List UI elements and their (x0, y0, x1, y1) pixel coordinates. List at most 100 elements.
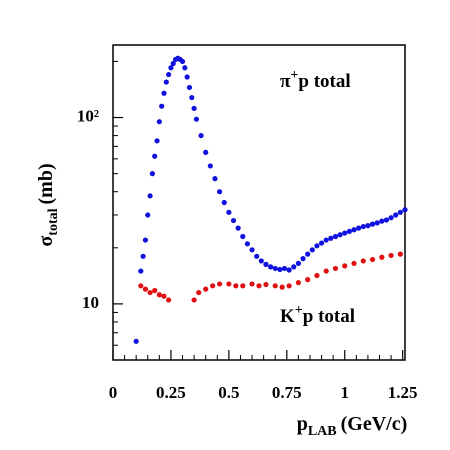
data-point (286, 267, 292, 273)
data-point (286, 283, 292, 289)
data-point (142, 237, 149, 243)
data-point (291, 264, 297, 270)
data-point (279, 284, 285, 290)
data-point (254, 253, 260, 259)
data-point (193, 116, 200, 122)
data-point (184, 74, 190, 80)
x-tick-label: 0 (109, 383, 118, 402)
data-point (356, 225, 362, 231)
data-point (351, 260, 357, 266)
data-point (305, 277, 311, 283)
data-point (342, 230, 348, 236)
annotation-part: K (280, 306, 295, 327)
data-point (263, 281, 269, 288)
data-point (191, 297, 197, 303)
data-point (142, 286, 149, 292)
data-point (318, 240, 325, 246)
data-point (314, 272, 320, 279)
data-point (179, 58, 186, 65)
data-point (309, 247, 315, 253)
data-point (342, 263, 348, 269)
data-point (170, 60, 176, 67)
data-point (138, 268, 144, 274)
data-point (402, 207, 408, 213)
data-point (196, 289, 202, 296)
data-point (159, 103, 165, 109)
data-point (154, 138, 160, 144)
data-point (168, 65, 174, 71)
data-point (397, 251, 403, 257)
data-point (295, 280, 301, 286)
data-point (145, 212, 151, 218)
x-axis-label: pLAB (GeV/c) (297, 413, 408, 439)
data-point (337, 232, 343, 238)
x-label-unit: (GeV/c) (341, 413, 408, 435)
data-point (226, 281, 232, 287)
data-point (233, 283, 239, 289)
data-point (240, 283, 246, 289)
data-point (152, 287, 158, 294)
data-point (156, 119, 162, 125)
data-point (149, 171, 155, 177)
data-point (314, 243, 320, 249)
data-point (226, 209, 232, 215)
data-point (369, 221, 376, 227)
data-point (281, 265, 288, 272)
data-point (147, 289, 153, 296)
y-axis-label: σtotal (mb) (35, 163, 61, 246)
data-point (360, 223, 366, 230)
y-label-symbol: σ (35, 236, 57, 247)
data-point (166, 297, 172, 303)
data-point (374, 220, 380, 226)
data-point (249, 247, 255, 253)
data-point (388, 215, 394, 221)
x-tick-label: 1 (340, 383, 349, 402)
data-point (212, 176, 218, 182)
data-point (203, 286, 209, 292)
data-point (221, 199, 227, 206)
data-point (156, 292, 162, 298)
data-point (191, 105, 197, 111)
data-point (217, 281, 223, 287)
data-point (138, 283, 144, 289)
x-tick-label: 1.25 (388, 383, 418, 402)
x-tick-label: 0.25 (156, 383, 186, 402)
x-label-subscript: LAB (308, 424, 337, 439)
data-point (332, 265, 339, 272)
annotation-part: p total (298, 71, 350, 92)
data-point (140, 253, 146, 259)
data-point (305, 251, 311, 257)
data-point (388, 252, 394, 259)
data-point (323, 268, 329, 274)
data-point (240, 233, 246, 240)
data-point (383, 217, 390, 223)
data-point (365, 223, 371, 229)
data-point (300, 256, 306, 262)
data-point (210, 283, 216, 289)
x-tick-label: 0.5 (218, 383, 239, 402)
data-point (217, 189, 223, 195)
data-point (161, 293, 167, 299)
data-point (295, 260, 301, 266)
data-point (163, 79, 169, 85)
data-point (186, 84, 193, 91)
data-point (203, 149, 209, 155)
annotation-part: π (280, 71, 291, 92)
annotation-part: p total (303, 306, 355, 327)
data-point (272, 265, 278, 272)
data-point (189, 94, 195, 101)
data-point (244, 241, 251, 247)
y-label-subscript: total (46, 208, 61, 235)
data-point (249, 281, 255, 287)
data-point (369, 256, 376, 263)
data-point (263, 261, 269, 267)
data-point (397, 209, 403, 215)
data-point (182, 65, 188, 71)
data-point (256, 283, 262, 289)
annotation-part: + (290, 68, 298, 83)
data-point (346, 228, 352, 234)
data-point (152, 153, 158, 159)
data-point (258, 258, 264, 264)
data-point (161, 90, 167, 96)
data-point (207, 163, 213, 169)
